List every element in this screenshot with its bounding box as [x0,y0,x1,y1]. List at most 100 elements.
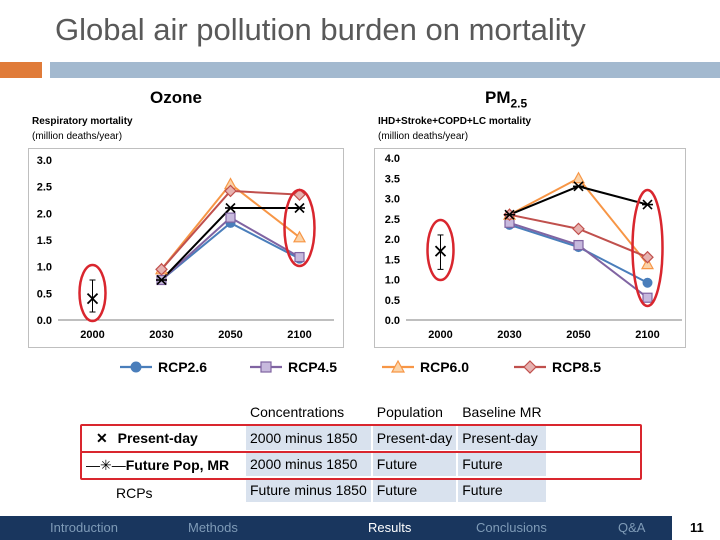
table-header: Baseline MR [462,404,542,420]
y-tick-label: 1.0 [37,262,52,274]
y-tick-label: 0.0 [37,315,52,327]
asterisk-line-marker-icon: —✳— [86,457,126,473]
legend-item: RCP8.5 [514,359,601,375]
data-point-square [260,361,272,373]
table-cell: Present-day [458,426,546,450]
y-tick-label: 3.0 [385,194,400,206]
data-point-triangle [292,230,307,243]
data-point-diamond [155,262,168,276]
highlight-ellipse-2000 [78,263,107,323]
table-cell: 2000 minus 1850 [246,426,371,450]
row-label-present-day: ✕ Present-day [96,430,198,447]
y-tick-label: 4.0 [385,153,400,165]
table-cell: Future minus 1850 [246,478,371,502]
x-tick-label: 2000 [80,329,104,341]
pm-ylabel-unit: (million deaths/year) [378,131,469,142]
y-tick-label: 1.5 [385,254,400,266]
x-tick-label: 2030 [149,329,173,341]
table-row: Future minus 1850 Future Future [246,478,546,502]
x-tick-label: 2030 [497,329,521,341]
table-cell: Future [458,452,546,476]
data-point-x [434,245,447,257]
legend-label: RCP8.5 [552,359,601,375]
x-tick-label: 2100 [287,329,311,341]
y-tick-label: 3.5 [385,173,400,185]
ozone-heading: Ozone [150,88,202,107]
table-row: 2000 minus 1850 Future Future [246,452,546,476]
y-tick-label: 0.5 [37,288,52,300]
highlight-ellipse-2100 [283,188,316,268]
y-tick-label: 3.0 [37,155,52,167]
x-tick-label: 2000 [428,329,452,341]
data-point-circle [130,361,142,373]
y-tick-label: 1.0 [385,275,400,287]
highlight-present-day-row [80,424,642,453]
pm-ylabel-main: IHD+Stroke+COPD+LC mortality [378,116,532,127]
nav-qa[interactable]: Q&A [618,520,646,535]
y-tick-label: 0.0 [385,315,400,327]
data-point-diamond [224,184,237,198]
data-point-square [642,292,653,303]
data-point-asterisk [294,202,305,214]
chart-frame [28,148,344,348]
x-tick-label: 2100 [635,329,659,341]
chart-legend: RCP2.6 RCP4.5 RCP6.0 RCP8.5 [120,359,601,375]
legend-label: RCP2.6 [158,359,207,375]
nav-introduction[interactable]: Introduction [50,520,118,535]
legend-item: RCP2.6 [120,359,207,375]
x-stroke [86,293,99,305]
y-tick-label: 2.5 [37,182,52,194]
y-tick-label: 2.0 [37,208,52,220]
row-label-future-pop: —✳—Future Pop, MR [86,457,229,474]
data-point-asterisk [156,274,167,286]
table-cell: 2000 minus 1850 [246,452,371,476]
nav-results[interactable]: Results [368,520,412,535]
x-marker-icon: ✕ [96,430,108,446]
y-tick-label: 2.5 [385,214,400,226]
data-point-square [573,239,584,251]
legend-item: RCP4.5 [250,359,337,375]
x-tick-label: 2050 [218,329,242,341]
data-point-square [225,212,236,223]
data-point-asterisk [642,199,653,210]
table-header-row: Concentrations Population Baseline MR [246,400,546,424]
ozone-ylabel-main: Respiratory mortality [32,116,133,127]
data-point-triangle [571,171,586,184]
x-tick-label: 2050 [566,329,590,341]
data-point-square [294,251,305,263]
legend-item: RCP6.0 [382,359,469,375]
data-point-x [86,293,99,305]
table-cell: Future [458,478,546,502]
highlight-future-pop-row [80,451,642,480]
page-number: 11 [690,520,704,535]
data-point-asterisk [225,202,236,214]
table-cell: Future [372,478,457,502]
data-point-diamond [641,250,654,264]
pm-heading-sub: 2.5 [510,96,528,111]
pm-heading-main: PM [485,88,511,107]
data-point-circle [642,277,653,288]
accent-bar-blue [50,62,720,78]
table-cell: Present-day [372,426,457,450]
highlight-ellipse-2100 [631,188,664,308]
row-label-rcps: RCPs [116,485,153,501]
table-cell: Future [372,452,457,476]
data-point-diamond [572,222,585,236]
pm-heading: PM2.5 [485,88,527,110]
nav-methods[interactable]: Methods [188,520,238,535]
highlight-ellipse-2000 [426,218,455,282]
nav-conclusions[interactable]: Conclusions [476,520,547,535]
data-point-diamond [523,360,537,374]
scenario-table: Concentrations Population Baseline MR 20… [244,398,548,504]
accent-bar-orange [0,62,42,78]
y-tick-label: 0.5 [385,295,400,307]
legend-label: RCP6.0 [420,359,469,375]
table-row: 2000 minus 1850 Present-day Present-day [246,426,546,450]
y-tick-label: 1.5 [37,235,52,247]
ozone-ylabel-unit: (million deaths/year) [32,131,123,142]
table-header: Concentrations [250,404,345,420]
data-point-asterisk [573,181,584,192]
y-tick-label: 2.0 [385,234,400,246]
table-header: Population [376,404,443,420]
slide-nav-bar: Introduction Methods Results Conclusions… [0,516,672,540]
